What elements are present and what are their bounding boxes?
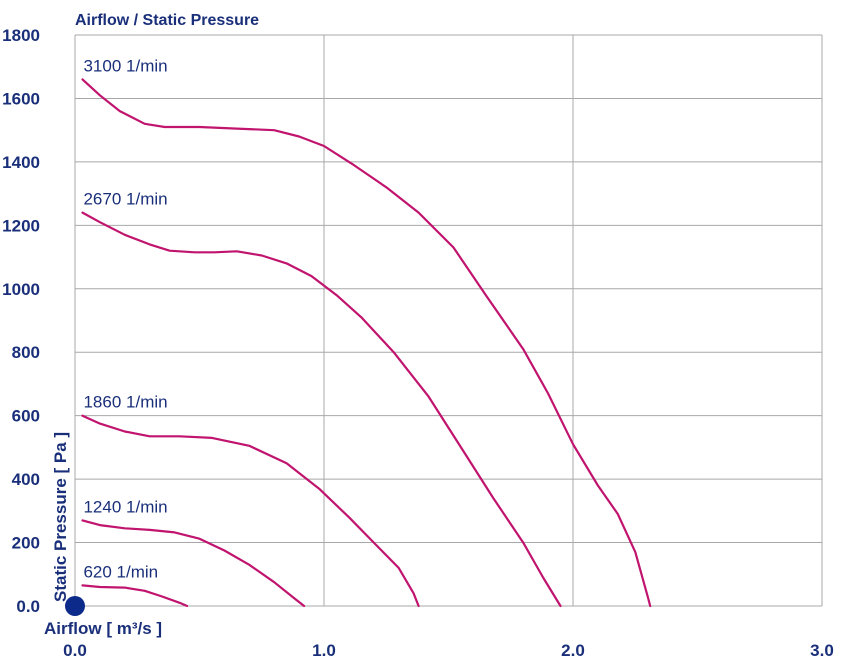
y-tick-label: 1200	[2, 216, 40, 235]
x-tick-label: 3.0	[810, 641, 834, 657]
y-tick-label: 0.0	[16, 597, 40, 616]
origin-marker	[65, 596, 85, 616]
y-tick-label: 400	[12, 470, 40, 489]
y-tick-label: 1800	[2, 26, 40, 45]
x-tick-label: 1.0	[312, 641, 336, 657]
grid-lines	[74, 34, 823, 607]
y-tick-label: 200	[12, 534, 40, 553]
fan-curves	[81, 78, 652, 608]
series-label: 2670 1/min	[83, 190, 167, 209]
fan-curve-1	[81, 211, 562, 608]
x-axis-label: Airflow [ m³/s ]	[44, 619, 162, 638]
y-tick-label: 800	[12, 343, 40, 362]
fan-curve-4	[81, 584, 189, 608]
x-tick-label: 2.0	[561, 641, 585, 657]
tick-labels: 0.0 200 400 600 800 1000 1200 1400 1600 1800 0.0 1.…	[2, 26, 834, 657]
chart-title: Airflow / Static Pressure	[75, 12, 259, 29]
fan-curve-0	[81, 78, 652, 608]
series-label: 1240 1/min	[83, 497, 167, 516]
fan-curve-3	[81, 519, 306, 608]
y-tick-label: 600	[12, 407, 40, 426]
x-tick-label: 0.0	[63, 641, 87, 657]
y-axis-label: Static Pressure [ Pa ]	[51, 432, 70, 602]
y-tick-label: 1400	[2, 153, 40, 172]
y-tick-label: 1000	[2, 280, 40, 299]
series-label: 1860 1/min	[83, 393, 167, 412]
series-label: 620 1/min	[83, 562, 158, 581]
series-labels: 3100 1/min 2670 1/min 1860 1/min 1240 1/min…	[83, 56, 167, 581]
series-label: 3100 1/min	[83, 56, 167, 75]
fan-curve-2	[81, 414, 420, 608]
y-tick-label: 1600	[2, 89, 40, 108]
